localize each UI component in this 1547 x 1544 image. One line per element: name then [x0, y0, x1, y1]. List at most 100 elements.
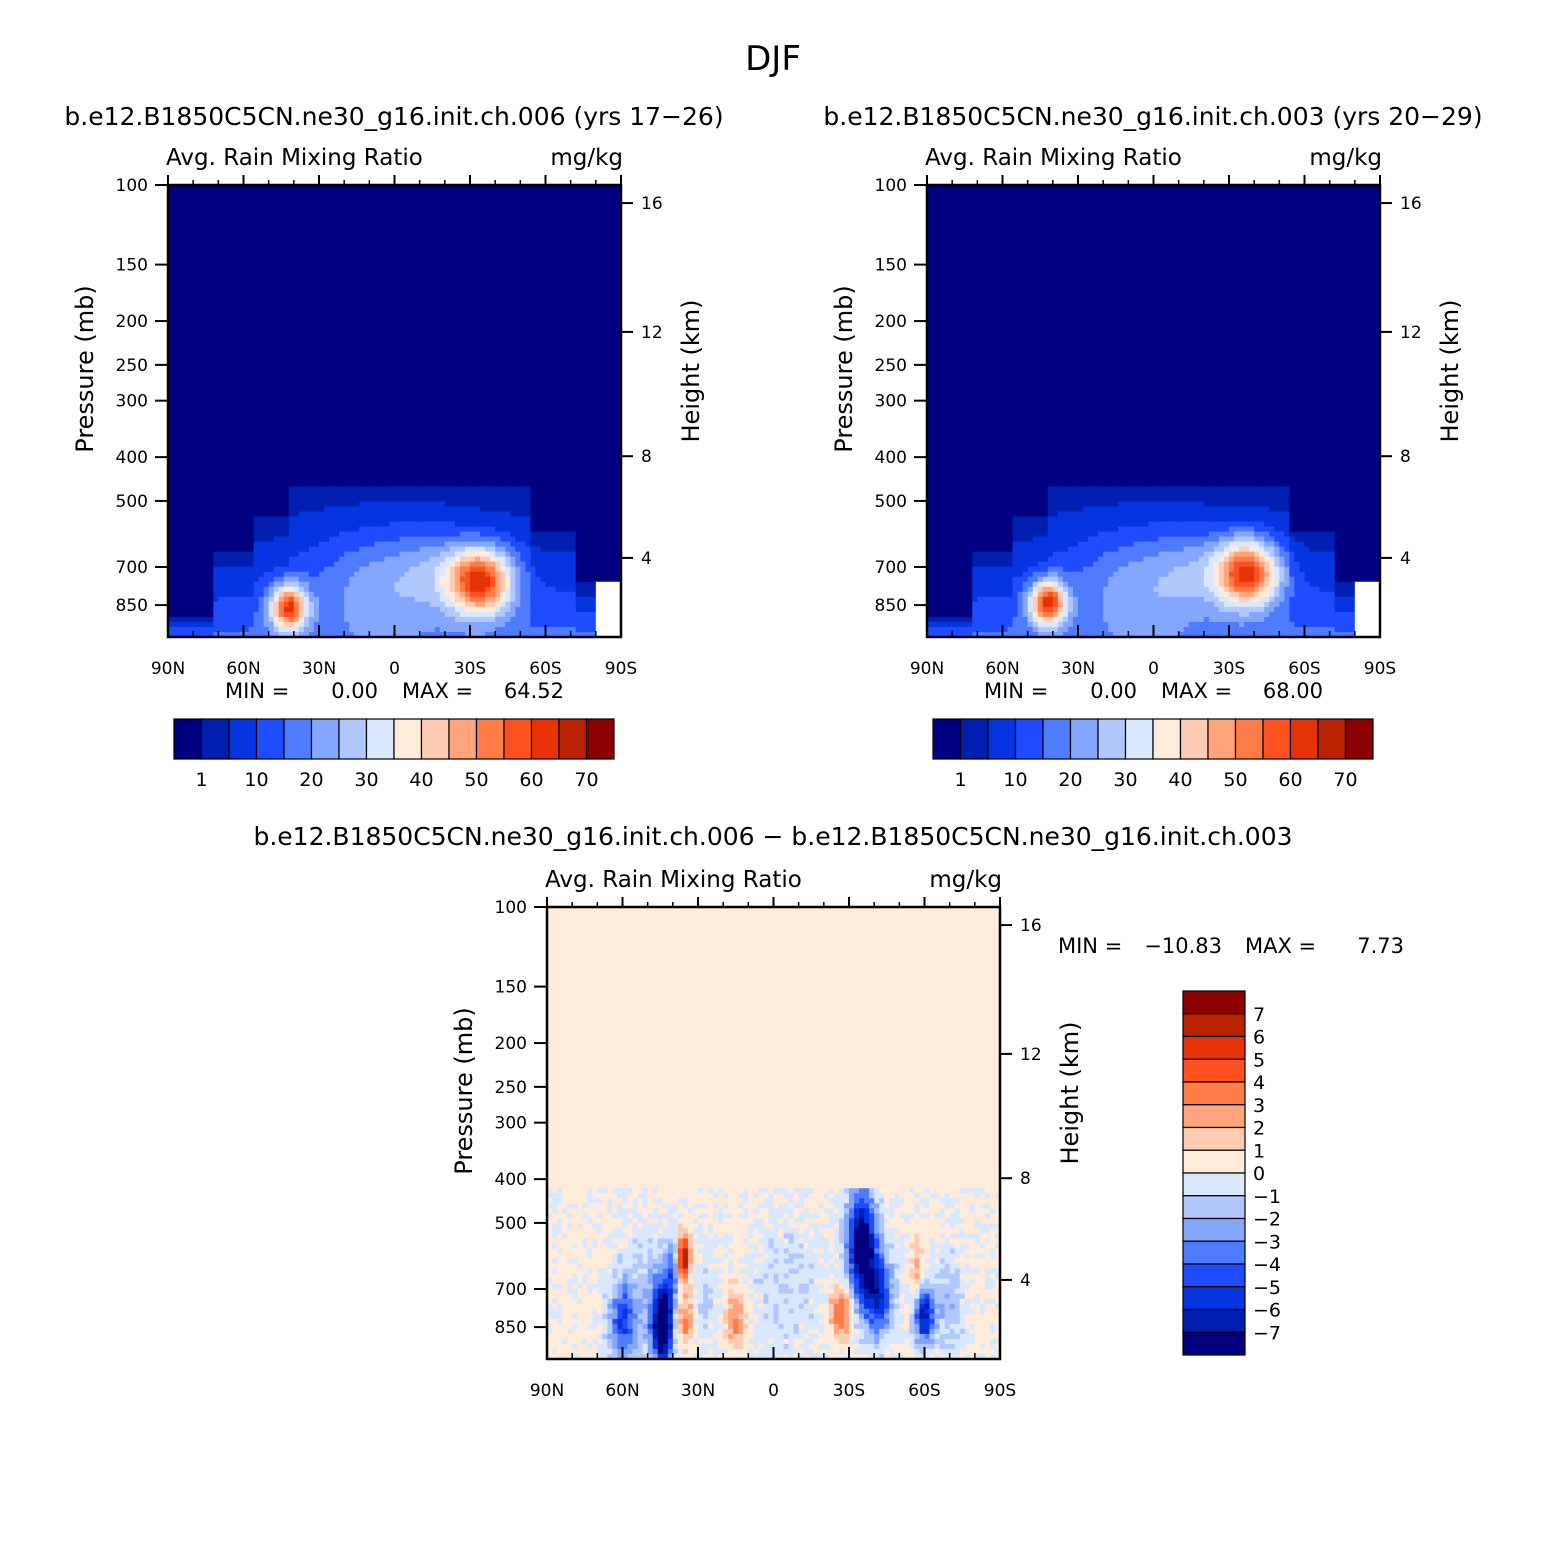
contour-cell — [571, 210, 577, 216]
contour-cell — [173, 451, 179, 457]
contour-cell — [339, 431, 345, 437]
contour-cell — [389, 205, 395, 211]
contour-cell — [249, 431, 255, 437]
contour-cell — [611, 205, 617, 211]
contour-cell — [596, 306, 602, 312]
contour-cell — [420, 260, 426, 266]
contour-cell — [178, 230, 184, 236]
contour-cell — [374, 295, 380, 301]
contour-cell — [233, 446, 239, 452]
contour-cell — [238, 270, 244, 276]
contour-cell — [264, 436, 270, 442]
contour-cell — [535, 265, 541, 271]
contour-cell — [430, 255, 436, 261]
contour-cell — [576, 416, 582, 422]
contour-cell — [430, 200, 436, 206]
contour-cell — [425, 341, 431, 347]
contour-cell — [475, 331, 481, 337]
contour-cell — [369, 451, 375, 457]
contour-cell — [561, 316, 567, 322]
contour-cell — [591, 275, 597, 281]
contour-cell — [591, 386, 597, 392]
contour-cell — [198, 356, 204, 362]
contour-cell — [249, 341, 255, 347]
contour-cell — [319, 280, 325, 286]
contour-cell — [606, 230, 612, 236]
contour-cell — [349, 441, 355, 447]
contour-cell — [254, 326, 260, 332]
contour-cell — [284, 301, 290, 307]
contour-cell — [339, 316, 345, 322]
contour-cell — [183, 361, 189, 367]
contour-cell — [364, 255, 370, 261]
contour-cell — [490, 265, 496, 271]
contour-cell — [223, 366, 229, 372]
contour-cell — [299, 451, 305, 457]
contour-cell — [450, 290, 456, 296]
contour-cell — [228, 406, 234, 412]
contour-cell — [440, 301, 446, 307]
contour-cell — [198, 210, 204, 216]
contour-cell — [354, 255, 360, 261]
contour-cell — [495, 446, 501, 452]
contour-cell — [596, 381, 602, 387]
contour-cell — [556, 411, 562, 417]
contour-cell — [319, 386, 325, 392]
contour-cell — [193, 411, 199, 417]
contour-cell — [586, 295, 592, 301]
contour-cell — [520, 451, 526, 457]
contour-cell — [505, 316, 511, 322]
contour-cell — [586, 190, 592, 196]
contour-cell — [535, 361, 541, 367]
contour-cell — [364, 311, 370, 317]
contour-cell — [611, 316, 617, 322]
contour-cell — [505, 230, 511, 236]
contour-cell — [319, 306, 325, 312]
contour-cell — [289, 306, 295, 312]
contour-cell — [395, 326, 401, 332]
contour-cell — [581, 260, 587, 266]
contour-cell — [465, 366, 471, 372]
contour-cell — [304, 456, 310, 462]
contour-cell — [379, 416, 385, 422]
contour-cell — [249, 456, 255, 462]
contour-cell — [611, 366, 617, 372]
contour-cell — [349, 220, 355, 226]
contour-cell — [364, 220, 370, 226]
contour-cell — [279, 260, 285, 266]
contour-cell — [596, 200, 602, 206]
contour-cell — [329, 306, 335, 312]
contour-cell — [198, 431, 204, 437]
contour-cell — [193, 245, 199, 251]
contour-cell — [249, 436, 255, 442]
contour-cell — [405, 295, 411, 301]
contour-cell — [193, 386, 199, 392]
contour-cell — [505, 195, 511, 201]
contour-cell — [309, 456, 315, 462]
contour-cell — [314, 225, 320, 231]
contour-cell — [495, 200, 501, 206]
contour-cell — [606, 240, 612, 246]
contour-cell — [561, 451, 567, 457]
contour-cell — [420, 265, 426, 271]
contour-cell — [515, 235, 521, 241]
contour-cell — [485, 446, 491, 452]
contour-cell — [405, 456, 411, 462]
contour-cell — [480, 280, 486, 286]
contour-cell — [329, 461, 335, 467]
contour-cell — [535, 441, 541, 447]
contour-cell — [384, 220, 390, 226]
contour-cell — [384, 260, 390, 266]
contour-cell — [420, 195, 426, 201]
contour-cell — [561, 366, 567, 372]
contour-cell — [359, 265, 365, 271]
contour-cell — [410, 316, 416, 322]
contour-cell — [415, 270, 421, 276]
contour-cell — [254, 406, 260, 412]
contour-cell — [319, 195, 325, 201]
contour-cell — [279, 245, 285, 251]
contour-cell — [460, 391, 466, 397]
contour-cell — [334, 265, 340, 271]
contour-cell — [238, 235, 244, 241]
contour-cell — [500, 436, 506, 442]
